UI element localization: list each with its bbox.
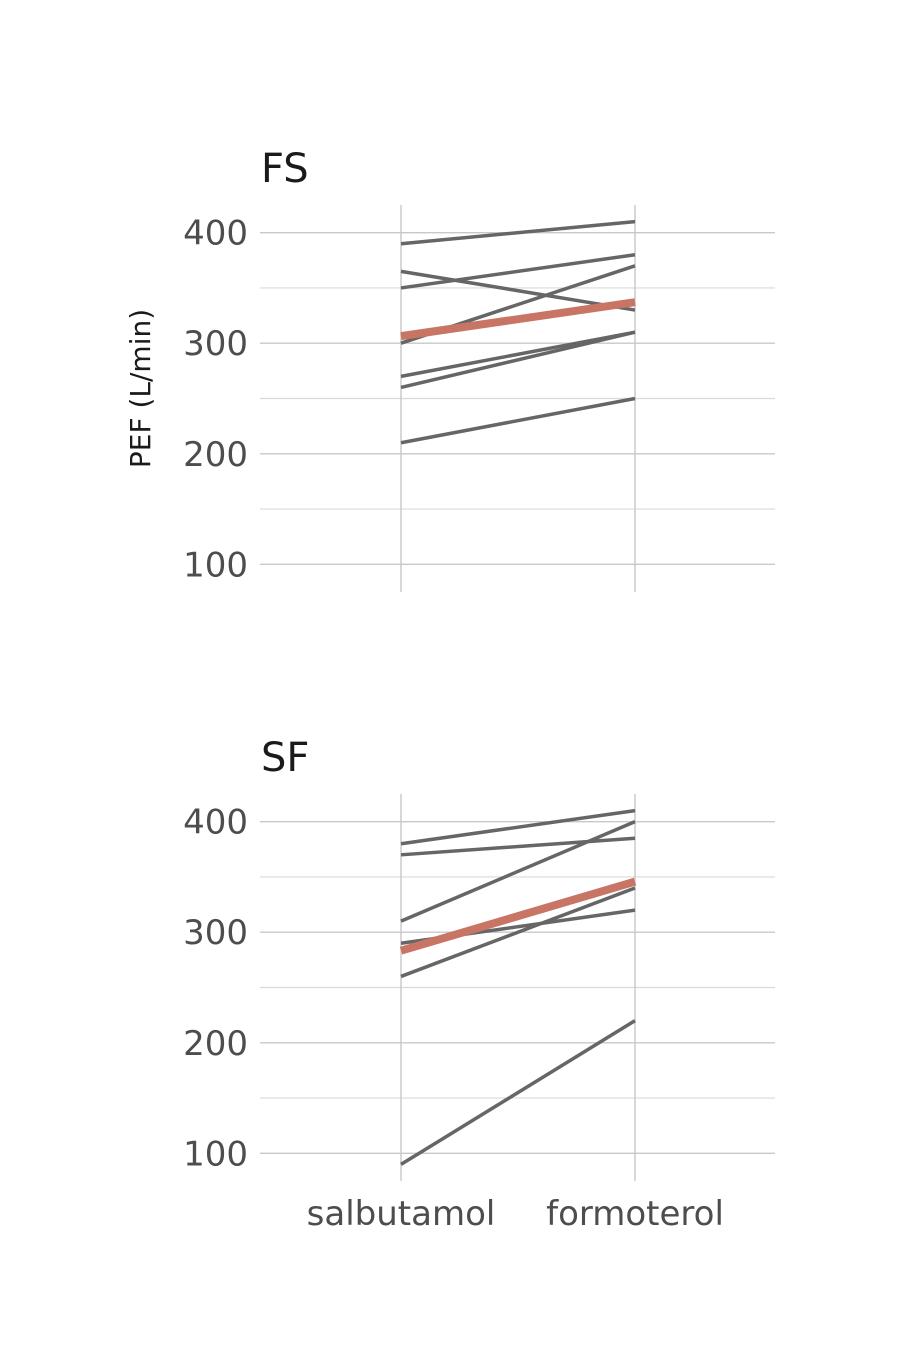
subject-line	[400, 1019, 636, 1166]
subject-line	[400, 330, 636, 379]
subject-line	[400, 836, 636, 857]
x-tick-label: formoterol	[546, 1194, 724, 1234]
y-tick-label: 200	[183, 435, 248, 475]
facet-panel-sf: SF 100 200 300 400 salbutamol formoterol	[183, 735, 775, 1234]
x-tick-label: salbutamol	[307, 1194, 496, 1234]
y-tick-label: 400	[183, 214, 248, 254]
mean-line	[399, 877, 637, 955]
mean-line	[400, 298, 636, 341]
y-tick-label: 300	[183, 913, 248, 953]
subject-line	[400, 808, 636, 846]
y-tick-label: 300	[183, 324, 248, 364]
subject-line	[400, 269, 636, 312]
facet-panel-fs: FS 100 200 300 400	[183, 146, 775, 592]
subject-line	[400, 886, 636, 979]
y-tick-label: 100	[183, 1134, 248, 1174]
subject-line	[400, 219, 636, 246]
y-tick-label: 200	[183, 1024, 248, 1064]
subject-line	[400, 330, 636, 390]
y-axis-title: PEF (L/min)	[124, 309, 157, 468]
facet-title: FS	[261, 146, 309, 192]
subject-line	[400, 253, 636, 290]
subject-line	[400, 820, 636, 923]
y-tick-label: 400	[183, 803, 248, 843]
y-tick-label: 100	[183, 545, 248, 585]
facet-title: SF	[261, 735, 309, 781]
subject-line	[400, 396, 636, 445]
